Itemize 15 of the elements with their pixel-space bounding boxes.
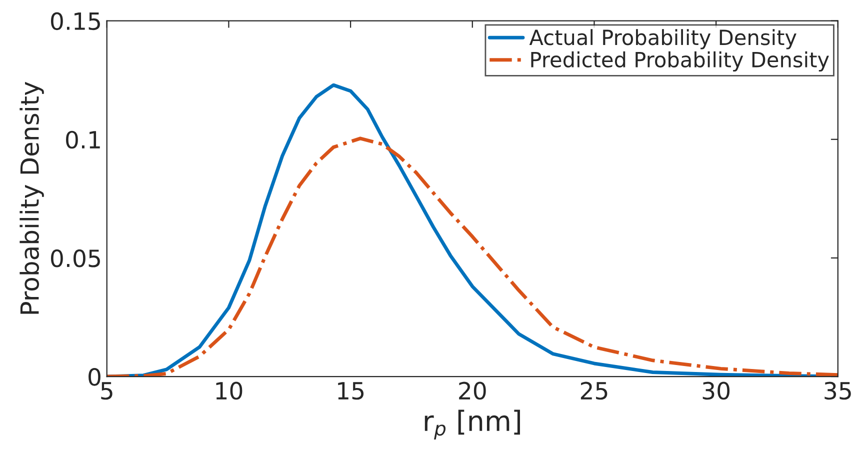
x-tick-label: 20 (459, 382, 486, 400)
y-axis-title: Probability Density (20, 82, 44, 314)
x-tick-label: 5 (101, 382, 112, 400)
x-tick-label: 35 (824, 382, 851, 400)
legend-label: Predicted Probability Density (531, 51, 829, 72)
x-tick-label: 15 (338, 382, 364, 400)
y-tick-label: 0 (88, 368, 100, 386)
y-tick-label: 0.15 (51, 12, 100, 30)
y-tick-label: 0.05 (51, 249, 100, 268)
legend-label: Actual Probability Density (529, 29, 796, 50)
x-tick-label: 10 (216, 382, 242, 400)
x-tick-label: 30 (702, 382, 730, 400)
y-tick-label: 0.1 (66, 130, 100, 149)
x-tick-label: 25 (580, 382, 608, 400)
x-axis-title: r$_{p}$ [nm] (424, 410, 520, 440)
